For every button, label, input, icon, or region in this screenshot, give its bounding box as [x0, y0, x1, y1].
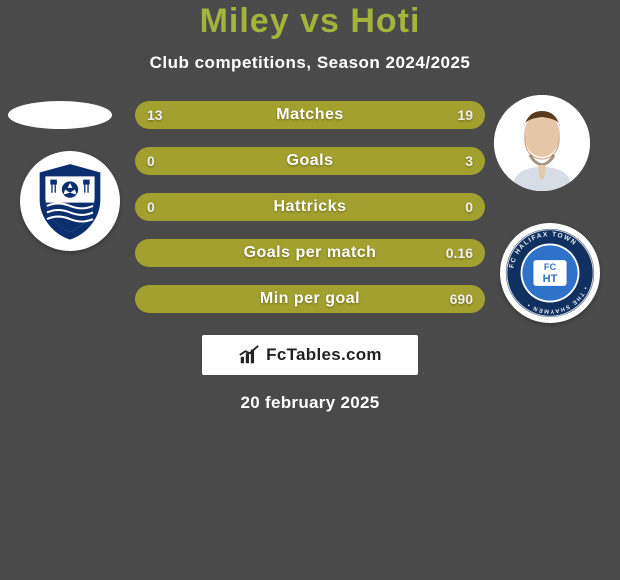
- stat-row: Goals per match0.16: [135, 239, 485, 267]
- branding-badge: FcTables.com: [202, 335, 418, 375]
- player-left-avatar: [8, 101, 112, 129]
- svg-text:FC: FC: [544, 262, 557, 272]
- stat-row: Goals0 3: [135, 147, 485, 175]
- comparison-card: Miley vs Hoti Club competitions, Season …: [0, 0, 620, 580]
- stat-row: Min per goal690: [135, 285, 485, 313]
- content-area: FC HT FC HALIFAX TOWN • THE SHAYMEN • Ma…: [0, 101, 620, 313]
- stat-bars: Matches1319Goals03Hattricks00Goals per m…: [135, 101, 485, 313]
- stat-right-value: 19: [457, 101, 473, 129]
- stat-label: Matches: [135, 101, 485, 129]
- stat-right-value: 0.16: [446, 239, 473, 267]
- player-left-crest: [20, 151, 120, 251]
- stat-left-value: 0: [147, 147, 155, 175]
- card-subtitle: Club competitions, Season 2024/2025: [150, 53, 471, 73]
- stat-left-value: 0: [147, 193, 155, 221]
- svg-text:HT: HT: [543, 273, 558, 285]
- stat-label: Goals per match: [135, 239, 485, 267]
- stat-label: Goals: [135, 147, 485, 175]
- stat-right-value: 3: [465, 147, 473, 175]
- stat-row: Hattricks0 0: [135, 193, 485, 221]
- stat-row: Matches13 19: [135, 101, 485, 129]
- stat-right-value: 690: [450, 285, 473, 313]
- stat-left-value: 13: [147, 101, 163, 129]
- headshot-icon: [494, 95, 590, 191]
- player-right-crest: FC HT FC HALIFAX TOWN • THE SHAYMEN •: [500, 223, 600, 323]
- stat-label: Hattricks: [135, 193, 485, 221]
- shield-crest-icon: [29, 160, 111, 242]
- stat-label: Min per goal: [135, 285, 485, 313]
- bar-chart-icon: [238, 344, 260, 366]
- player-right-avatar: [494, 95, 590, 191]
- round-badge-icon: FC HT FC HALIFAX TOWN • THE SHAYMEN •: [504, 227, 596, 319]
- branding-text: FcTables.com: [266, 345, 382, 365]
- card-date: 20 february 2025: [241, 393, 380, 413]
- stat-right-value: 0: [465, 193, 473, 221]
- card-title: Miley vs Hoti: [200, 2, 421, 41]
